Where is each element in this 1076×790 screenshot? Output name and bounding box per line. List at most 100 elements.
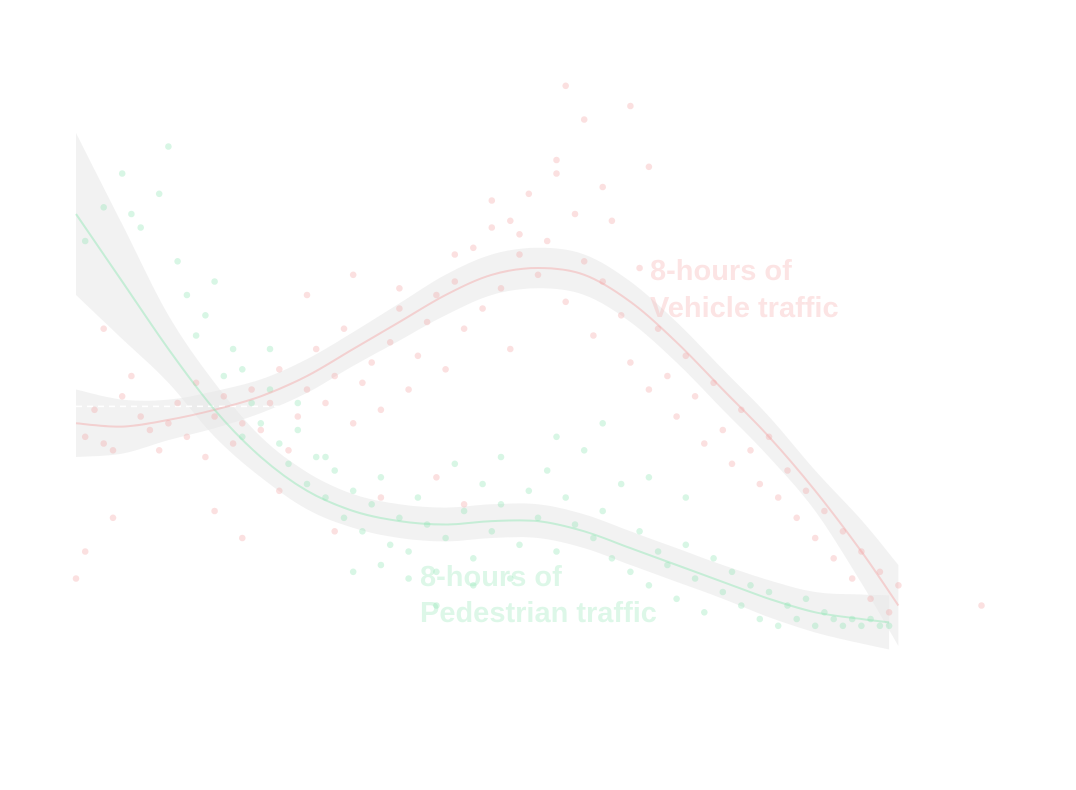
data-point-vehicle [239, 534, 246, 542]
data-point-vehicle [599, 183, 606, 191]
data-point-pedestrian [174, 258, 181, 265]
data-point-pedestrian [276, 440, 283, 447]
data-point-pedestrian [414, 494, 422, 501]
data-point-pedestrian [691, 575, 699, 582]
data-point-pedestrian [322, 453, 329, 461]
data-point-vehicle [627, 102, 634, 110]
data-point-pedestrian [553, 548, 560, 555]
data-point-pedestrian [266, 345, 274, 353]
data-point-pedestrian [460, 507, 468, 515]
data-point-vehicle [830, 555, 837, 562]
data-point-pedestrian [571, 521, 579, 528]
data-point-pedestrian [423, 521, 431, 528]
data-point-vehicle [516, 231, 523, 238]
data-point-vehicle [719, 426, 727, 434]
data-point-vehicle [248, 386, 255, 393]
data-point-pedestrian [377, 561, 385, 569]
data-point-vehicle [534, 271, 542, 279]
data-point-pedestrian [488, 528, 496, 535]
data-point-pedestrian [562, 494, 569, 501]
data-point-pedestrian [784, 602, 791, 609]
annotation-vehicle-line-2: Vehicle traffic [650, 292, 839, 324]
data-point-vehicle [488, 197, 496, 204]
data-point-pedestrian [765, 588, 773, 596]
data-point-vehicle [118, 393, 126, 400]
data-point-vehicle [100, 325, 107, 333]
data-point-pedestrian [710, 555, 717, 562]
data-point-vehicle [858, 548, 865, 555]
data-point-pedestrian [885, 622, 893, 630]
data-point-vehicle [571, 210, 579, 218]
data-point-pedestrian [340, 514, 348, 522]
data-point-vehicle [590, 332, 597, 339]
data-point-vehicle [839, 528, 847, 535]
data-point-pedestrian [386, 541, 394, 549]
data-point-vehicle [128, 372, 135, 380]
data-point-pedestrian [821, 609, 828, 616]
data-point-pedestrian [165, 143, 172, 150]
data-point-pedestrian [719, 588, 727, 596]
data-point-vehicle [488, 224, 496, 231]
trend-line-vehicle [75, 266, 900, 607]
data-point-vehicle [654, 325, 662, 333]
data-point-pedestrian [451, 460, 459, 468]
data-point-vehicle [848, 575, 856, 582]
data-point-pedestrian [202, 312, 209, 319]
data-point-vehicle [821, 507, 828, 515]
confidence-band-vehicle [76, 247, 899, 647]
data-point-pedestrian [664, 561, 671, 569]
data-point-pedestrian [470, 555, 477, 562]
data-point-vehicle [580, 258, 588, 265]
data-point-pedestrian [257, 420, 265, 427]
data-point-pedestrian [442, 534, 449, 542]
data-point-vehicle [885, 609, 893, 616]
data-point-pedestrian [701, 609, 708, 616]
data-point-vehicle [516, 251, 523, 258]
data-point-vehicle [470, 244, 477, 252]
data-point-pedestrian [617, 480, 625, 488]
data-point-vehicle [146, 426, 154, 434]
confidence-bands [76, 133, 899, 650]
data-point-vehicle [978, 602, 985, 609]
data-point-vehicle [239, 420, 246, 427]
data-point-vehicle [451, 278, 459, 285]
data-point-vehicle [423, 318, 431, 326]
trend-line-pedestrian [75, 213, 890, 624]
data-point-vehicle [460, 325, 468, 333]
data-point-vehicle [553, 156, 560, 164]
data-point-vehicle [682, 352, 690, 360]
data-point-vehicle [664, 372, 671, 380]
data-point-pedestrian [100, 204, 107, 211]
data-point-vehicle [359, 379, 366, 387]
data-point-pedestrian [183, 291, 191, 299]
data-point-pedestrian [128, 210, 135, 218]
data-point-vehicle [276, 366, 283, 373]
data-point-vehicle [580, 116, 588, 123]
data-point-pedestrian [470, 582, 477, 589]
data-point-vehicle [340, 325, 348, 333]
data-point-pedestrian [747, 582, 754, 589]
data-point-pedestrian [229, 345, 237, 353]
data-point-pedestrian [294, 399, 302, 407]
data-point-pedestrian [507, 575, 514, 582]
data-point-pedestrian [285, 460, 292, 468]
data-point-pedestrian [516, 541, 523, 549]
data-point-pedestrian [580, 447, 588, 454]
data-point-pedestrian [738, 602, 745, 609]
data-point-vehicle [100, 440, 107, 447]
annotation-vehicle-line-1: 8-hours of [650, 255, 792, 287]
data-point-pedestrian [331, 467, 339, 474]
data-point-pedestrian [867, 615, 874, 623]
data-point-pedestrian [294, 426, 302, 434]
data-point-pedestrian [81, 237, 89, 245]
data-point-vehicle [303, 291, 311, 299]
data-point-vehicle [691, 393, 699, 400]
data-point-vehicle [396, 305, 403, 312]
data-point-pedestrian [479, 480, 486, 488]
data-point-pedestrian [543, 467, 551, 474]
data-point-vehicle [109, 514, 117, 522]
data-point-pedestrian [322, 494, 329, 501]
data-point-vehicle [331, 528, 339, 535]
data-point-vehicle [414, 352, 422, 360]
